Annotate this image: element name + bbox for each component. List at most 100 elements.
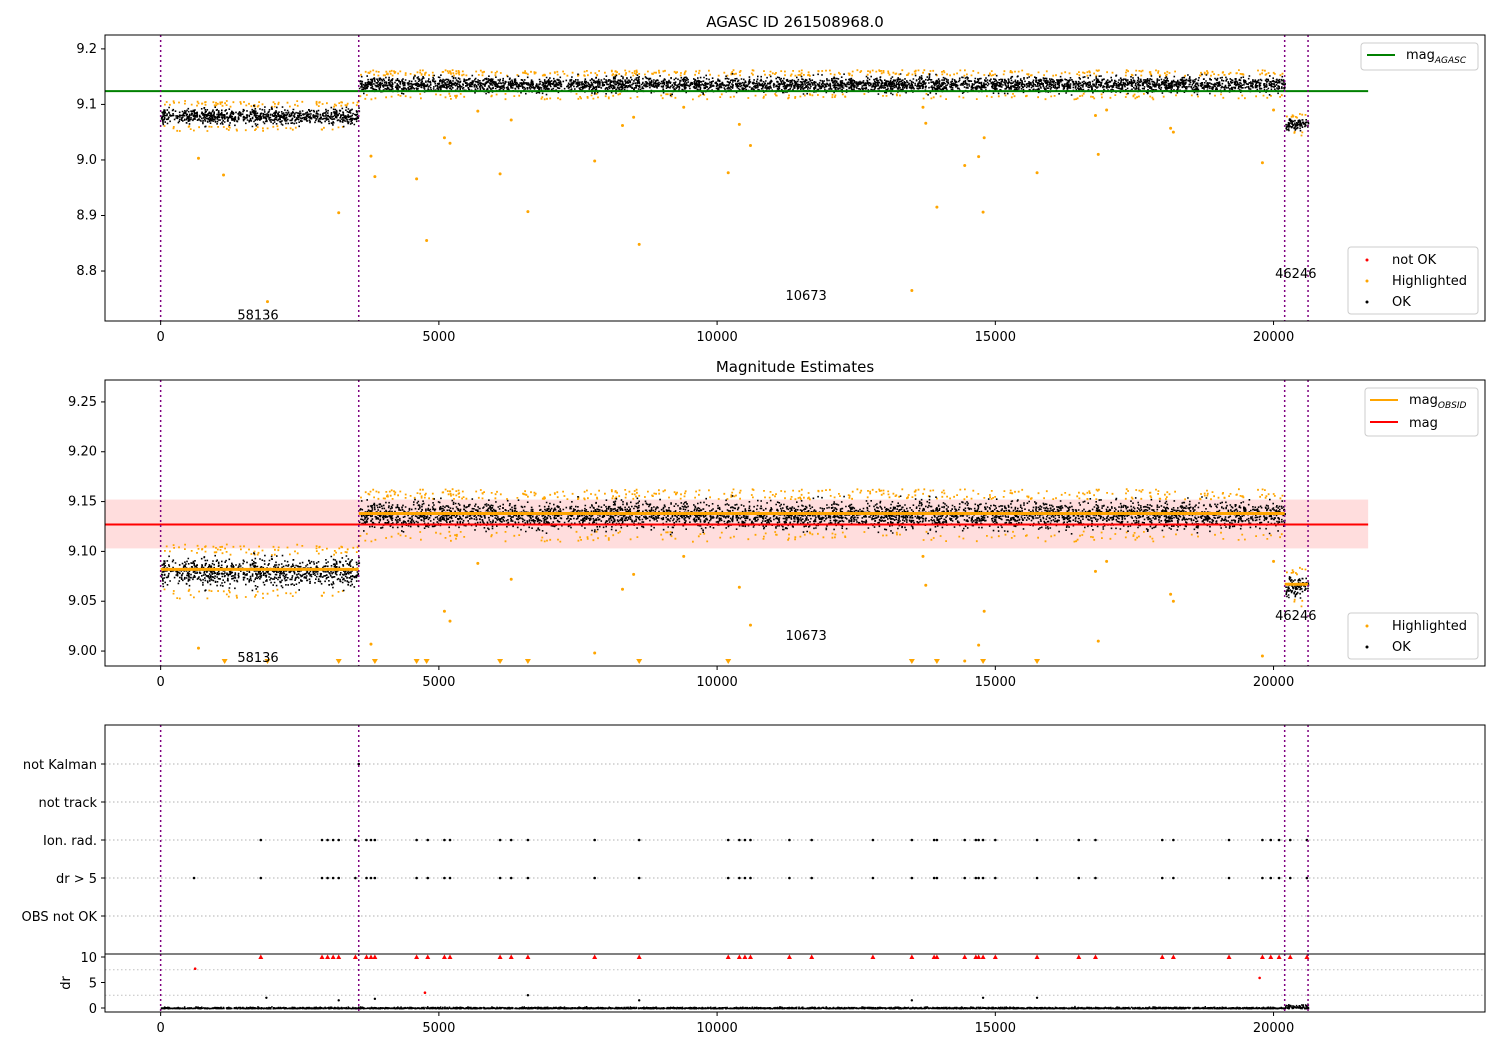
p2-highlighted-point-26 <box>963 659 967 663</box>
p3-flag-point-3-44 <box>1305 876 1309 880</box>
p2-obsid-label-0: 58136 <box>237 651 278 666</box>
p3-flag-point-2-41 <box>1277 838 1281 842</box>
p2-clipped-marker-5 <box>423 659 430 664</box>
p3-flag-point-2-15 <box>526 838 530 842</box>
p4-capped-marker-5 <box>352 954 358 959</box>
p4-dr-outlier-2 <box>373 997 377 1001</box>
p3-flag-point-3-39 <box>1227 876 1231 880</box>
p2-highlighted-point-24 <box>924 583 928 587</box>
p2-highlighted-point-12 <box>509 577 513 581</box>
p3-flag-point-3-17 <box>593 876 596 880</box>
p3-flag-point-2-1 <box>320 838 324 842</box>
p3-flag-point-3-18 <box>637 876 641 880</box>
p1-highlighted-point-16 <box>632 115 636 119</box>
p4-capped-marker-39 <box>1259 954 1265 959</box>
p4-capped-marker-19 <box>736 954 742 959</box>
p4-dr-red-point-1 <box>423 991 427 994</box>
p3-flag-point-2-23 <box>810 838 813 842</box>
p3-flag-point-3-0 <box>192 876 196 880</box>
p1-highlighted-point-24 <box>924 121 928 125</box>
p4-capped-marker-15 <box>525 954 531 959</box>
p3-flag-point-3-10 <box>415 876 418 880</box>
p4-xtick-label-1: 5000 <box>422 1021 455 1036</box>
p3-flag-point-3-31 <box>977 876 980 880</box>
p2-clipped-marker-7 <box>524 659 531 664</box>
p1-highlighted-point-32 <box>1096 152 1100 156</box>
p2-xtick-label-0: 0 <box>157 675 165 690</box>
legend-mag-agasc-label: magAGASC <box>1406 48 1467 66</box>
p2-highlighted-point-21 <box>748 623 752 627</box>
p2-highlighted-point-20 <box>737 585 741 589</box>
p2-ytick-label-1: 9.05 <box>68 594 97 609</box>
p2-highlighted-point-14 <box>593 651 597 655</box>
legend2-ok-marker <box>1365 645 1369 649</box>
p4-capped-marker-7 <box>368 954 374 959</box>
p3-flag-point-3-15 <box>509 876 513 880</box>
p3-flag-point-3-33 <box>994 876 997 880</box>
p1-highlighted-point-7 <box>425 238 429 242</box>
legend2-ok-label: OK <box>1392 640 1411 655</box>
p4-capped-marker-16 <box>592 954 598 959</box>
p3-flag-point-3-29 <box>963 876 967 880</box>
p3-flag-point-2-26 <box>932 838 936 842</box>
p1-ytick-label-0: 8.8 <box>76 264 97 279</box>
p4-capped-marker-33 <box>1034 954 1040 959</box>
p3-flag-point-3-22 <box>749 876 752 880</box>
p3-flag-point-3-8 <box>369 876 373 880</box>
p4-capped-marker-11 <box>441 954 447 959</box>
p1-highlighted-point-11 <box>498 172 502 176</box>
p4-capped-marker-27 <box>934 954 940 959</box>
p2-clipped-marker-8 <box>636 659 643 664</box>
p3-flag-point-3-28 <box>935 876 939 880</box>
p4-capped-marker-2 <box>325 954 331 959</box>
p2-ytick-label-4: 9.20 <box>68 445 97 460</box>
p2-obsid-label-2: 46246 <box>1275 609 1316 624</box>
p2-highlighted-point-0 <box>196 646 200 650</box>
p3-flag-point-3-21 <box>743 876 747 880</box>
p2-clipped-marker-12 <box>980 659 987 664</box>
p3-flag-point-3-2 <box>320 876 324 880</box>
p4-xtick-label-2: 10000 <box>696 1021 737 1036</box>
p3-flag-point-3-43 <box>1288 876 1292 880</box>
p2-highlighted-point-29 <box>982 609 986 613</box>
panel3-flags: not Kalman not track Ion. rad. dr > 5 OBS no… <box>22 724 1486 955</box>
p3-flag-point-3-32 <box>981 876 985 880</box>
p2-highlighted-point-35 <box>1171 599 1175 603</box>
p3-flag-point-3-3 <box>326 876 329 880</box>
p4-dr-red-point-0 <box>193 967 197 971</box>
p2-highlighted-point-15 <box>621 587 624 591</box>
legend-mag-obsid-label: magOBSID <box>1409 393 1467 411</box>
p1-highlighted-point-34 <box>1169 126 1173 130</box>
p2-ytick-label-3: 9.15 <box>68 495 97 510</box>
p2-highlighted-point-27 <box>977 643 981 647</box>
p4-capped-marker-14 <box>508 954 514 959</box>
p3-flag-point-3-24 <box>810 876 813 880</box>
p2-highlighted-edge-points <box>1286 566 1307 608</box>
p4-dr-points <box>160 1003 1310 1010</box>
p1-xtick-label-1: 5000 <box>422 330 455 345</box>
p1-highlighted-point-26 <box>963 164 967 168</box>
p3-flag-point-3-36 <box>1094 876 1097 880</box>
p3-row-label-4: OBS not OK <box>22 910 98 925</box>
p1-highlighted-point-31 <box>1093 114 1097 118</box>
p1-highlighted-point-18 <box>682 105 686 109</box>
panel2-title: Magnitude Estimates <box>716 358 874 376</box>
p3-flag-point-3-27 <box>932 876 936 880</box>
panel2-legend-top: magOBSID mag <box>1364 387 1479 437</box>
p1-highlighted-point-21 <box>748 144 752 148</box>
panel4-ylabel: dr <box>59 976 74 990</box>
p4-capped-marker-0 <box>258 954 264 959</box>
p2-clipped-marker-9 <box>725 659 732 664</box>
p1-xtick-label-3: 15000 <box>975 330 1016 345</box>
p2-ytick-label-5: 9.25 <box>68 395 97 410</box>
legend-ok-marker <box>1365 300 1369 304</box>
p4-capped-marker-1 <box>319 954 325 959</box>
p3-flag-point-3-34 <box>1035 876 1039 880</box>
p4-capped-marker-31 <box>980 954 986 959</box>
legend-ok-label: OK <box>1392 295 1411 310</box>
p1-highlighted-edge-points <box>163 100 360 132</box>
p3-flag-point-2-6 <box>365 838 368 842</box>
p4-capped-marker-40 <box>1268 954 1274 959</box>
p3-flag-point-3-12 <box>443 876 446 880</box>
p2-highlighted-point-23 <box>921 554 925 558</box>
